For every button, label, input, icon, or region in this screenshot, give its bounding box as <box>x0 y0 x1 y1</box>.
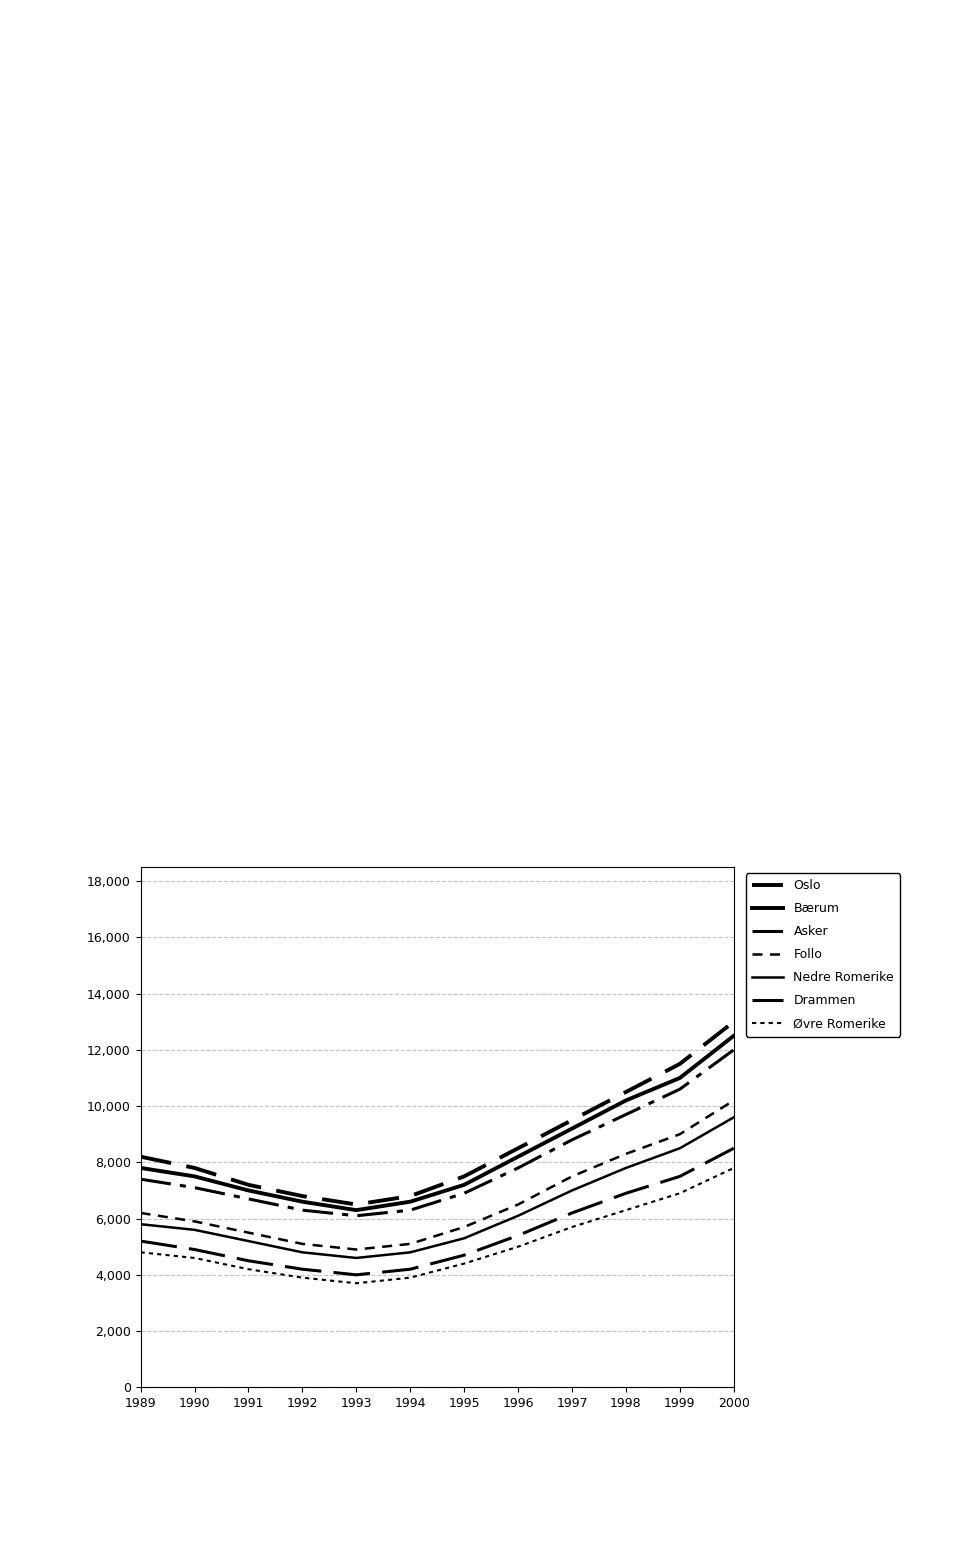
Line: Oslo: Oslo <box>140 1022 733 1205</box>
Asker <box>189 1179 201 1197</box>
Oslo <box>459 1166 470 1185</box>
Asker <box>134 1169 146 1188</box>
Drammen <box>459 1245 470 1264</box>
Asker <box>459 1183 470 1202</box>
Bærum <box>189 1166 201 1185</box>
Line: Drammen: Drammen <box>140 1148 733 1275</box>
Nedre Romerike <box>243 1231 254 1250</box>
Bærum <box>566 1120 578 1139</box>
Drammen <box>350 1266 362 1284</box>
Follo <box>243 1224 254 1242</box>
Line: Follo: Follo <box>140 1100 733 1250</box>
Drammen <box>189 1241 201 1259</box>
Drammen <box>243 1252 254 1270</box>
Nedre Romerike <box>728 1108 739 1126</box>
Bærum <box>459 1176 470 1194</box>
Follo <box>566 1166 578 1185</box>
Bærum <box>674 1069 685 1087</box>
Nedre Romerike <box>189 1221 201 1239</box>
Bærum <box>728 1027 739 1046</box>
Bærum <box>513 1148 524 1166</box>
Nedre Romerike <box>134 1214 146 1233</box>
Oslo <box>620 1083 632 1101</box>
Line: Bærum: Bærum <box>140 1036 733 1210</box>
Nedre Romerike <box>404 1242 416 1261</box>
Follo <box>513 1196 524 1214</box>
Asker <box>404 1200 416 1219</box>
Bærum <box>350 1200 362 1219</box>
Øvre Romerike <box>243 1259 254 1278</box>
Oslo <box>189 1159 201 1177</box>
Nedre Romerike <box>566 1182 578 1200</box>
Nedre Romerike <box>674 1139 685 1157</box>
Follo <box>674 1125 685 1143</box>
Drammen <box>728 1139 739 1157</box>
Oslo <box>297 1187 308 1205</box>
Drammen <box>404 1259 416 1278</box>
Øvre Romerike <box>459 1255 470 1273</box>
Follo <box>134 1204 146 1222</box>
Asker <box>566 1131 578 1149</box>
Øvre Romerike <box>189 1248 201 1267</box>
Øvre Romerike <box>566 1218 578 1236</box>
Drammen <box>297 1259 308 1278</box>
Øvre Romerike <box>404 1269 416 1287</box>
Nedre Romerike <box>297 1242 308 1261</box>
Oslo <box>243 1176 254 1194</box>
Oslo <box>134 1148 146 1166</box>
Nedre Romerike <box>350 1248 362 1267</box>
Nedre Romerike <box>620 1159 632 1177</box>
Bærum <box>620 1090 632 1109</box>
Follo <box>297 1235 308 1253</box>
Asker <box>243 1190 254 1208</box>
Asker <box>728 1041 739 1060</box>
Asker <box>350 1207 362 1225</box>
Oslo <box>404 1187 416 1205</box>
Drammen <box>134 1231 146 1250</box>
Bærum <box>243 1182 254 1200</box>
Oslo <box>566 1111 578 1129</box>
Oslo <box>674 1055 685 1073</box>
Follo <box>404 1235 416 1253</box>
Follo <box>189 1213 201 1231</box>
Follo <box>728 1090 739 1109</box>
Øvre Romerike <box>297 1269 308 1287</box>
Follo <box>620 1145 632 1163</box>
Drammen <box>674 1166 685 1185</box>
Legend: Oslo, Bærum, Asker, Follo, Nedre Romerike, Drammen, Øvre Romerike: Oslo, Bærum, Asker, Follo, Nedre Romerik… <box>746 874 900 1036</box>
Øvre Romerike <box>134 1242 146 1261</box>
Asker <box>297 1200 308 1219</box>
Øvre Romerike <box>620 1200 632 1219</box>
Øvre Romerike <box>350 1273 362 1292</box>
Bærum <box>134 1159 146 1177</box>
Follo <box>350 1241 362 1259</box>
Nedre Romerike <box>513 1207 524 1225</box>
Drammen <box>620 1183 632 1202</box>
Line: Nedre Romerike: Nedre Romerike <box>140 1117 733 1258</box>
Øvre Romerike <box>513 1238 524 1256</box>
Asker <box>513 1159 524 1177</box>
Asker <box>620 1104 632 1123</box>
Bærum <box>404 1193 416 1211</box>
Nedre Romerike <box>459 1228 470 1247</box>
Asker <box>674 1080 685 1098</box>
Drammen <box>513 1227 524 1245</box>
Line: Øvre Romerike: Øvre Romerike <box>140 1168 733 1283</box>
Oslo <box>350 1196 362 1214</box>
Drammen <box>566 1204 578 1222</box>
Øvre Romerike <box>728 1159 739 1177</box>
Follo <box>459 1218 470 1236</box>
Line: Asker: Asker <box>140 1050 733 1216</box>
Oslo <box>728 1013 739 1032</box>
Oslo <box>513 1139 524 1157</box>
Øvre Romerike <box>674 1183 685 1202</box>
Bærum <box>297 1193 308 1211</box>
